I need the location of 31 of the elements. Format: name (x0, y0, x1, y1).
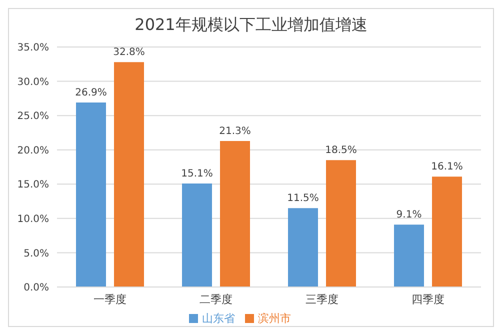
y-tick-label: 30.0% (17, 76, 49, 88)
y-tick-label: 10.0% (17, 214, 49, 225)
y-tick-label: 15.0% (17, 180, 49, 191)
data-label: 32.8% (113, 47, 145, 58)
data-label: 9.1% (396, 210, 422, 221)
x-tick-label: 三季度 (306, 292, 338, 306)
chart-title: 2021年规模以下工业增加值增速 (134, 15, 368, 36)
y-tick-label: 25.0% (17, 111, 49, 122)
bar (220, 140, 250, 287)
bar (394, 224, 424, 287)
data-label: 21.3% (219, 126, 251, 137)
data-label: 11.5% (287, 193, 319, 204)
legend-label: 滨州市 (258, 312, 291, 325)
data-label: 15.1% (181, 168, 213, 180)
x-tick-label: 二季度 (200, 292, 232, 306)
data-label: 18.5% (325, 145, 357, 156)
x-tick-label: 四季度 (412, 292, 444, 306)
y-tick-label: 35.0% (17, 42, 49, 54)
data-label: 26.9% (75, 88, 107, 99)
bar (432, 176, 462, 287)
bar (76, 102, 106, 287)
bar (114, 62, 144, 287)
y-tick-label: 5.0% (24, 248, 49, 260)
bar (326, 160, 356, 287)
bar (182, 183, 212, 287)
y-tick-label: 0.0% (24, 282, 49, 294)
data-label: 16.1% (431, 162, 463, 173)
legend-label: 山东省 (202, 312, 235, 325)
x-tick-label: 一季度 (94, 292, 126, 306)
y-tick-label: 20.0% (17, 145, 49, 156)
bar (288, 208, 318, 287)
